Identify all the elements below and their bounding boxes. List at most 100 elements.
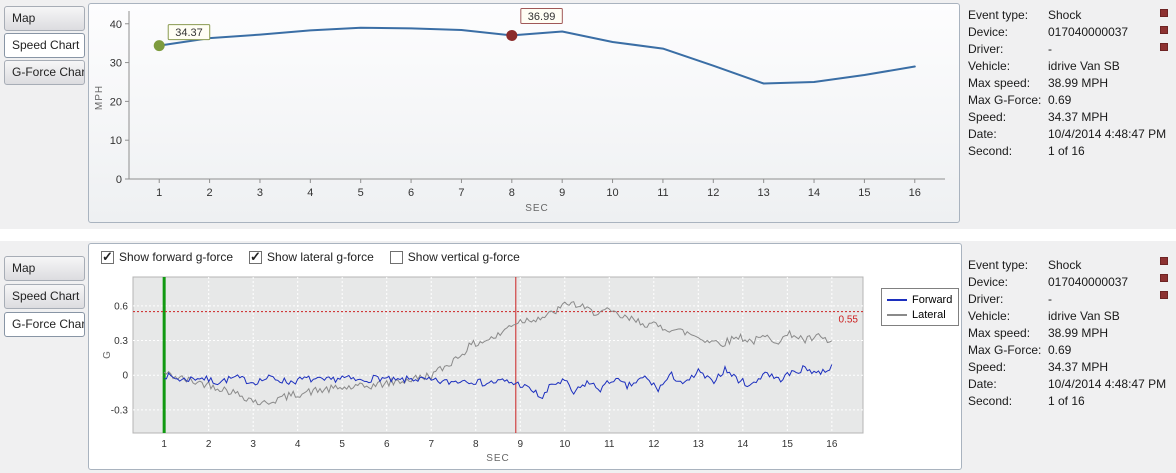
info-value: 34.37 MPH bbox=[1048, 110, 1109, 124]
red-marker-icon bbox=[1160, 43, 1168, 51]
svg-text:8: 8 bbox=[473, 439, 479, 450]
info-label: Max speed: bbox=[968, 326, 1031, 340]
info-label: Second: bbox=[968, 144, 1013, 158]
checkbox-show-lateral[interactable]: Show lateral g-force bbox=[249, 249, 374, 265]
info-row: Vehicle: idrive Van SB bbox=[968, 58, 1166, 75]
info-row: Event type: Shock bbox=[968, 7, 1166, 24]
svg-text:16: 16 bbox=[826, 439, 838, 450]
info-label: Event type: bbox=[968, 8, 1029, 22]
svg-text:5: 5 bbox=[339, 439, 345, 450]
svg-text:11: 11 bbox=[604, 439, 615, 450]
info-value: 38.99 MPH bbox=[1048, 326, 1109, 340]
svg-text:14: 14 bbox=[808, 187, 820, 199]
red-marker-icon bbox=[1160, 26, 1168, 34]
info-value: 10/4/2014 4:48:47 PM bbox=[1048, 377, 1167, 391]
info-label: Vehicle: bbox=[968, 309, 1011, 323]
checkbox-icon[interactable] bbox=[389, 250, 403, 264]
info-value: 0.69 bbox=[1048, 93, 1072, 107]
checkbox-icon[interactable] bbox=[101, 249, 114, 265]
info-value: 017040000037 bbox=[1048, 275, 1129, 289]
info-row: Second: 1 of 16 bbox=[968, 143, 1166, 160]
gforce-panel: Map Speed Chart G-Force Chart Show forwa… bbox=[0, 241, 1176, 473]
svg-text:SEC: SEC bbox=[486, 453, 510, 464]
svg-text:SEC: SEC bbox=[525, 203, 549, 214]
legend-label: Lateral bbox=[912, 308, 946, 321]
info-value: - bbox=[1048, 42, 1052, 56]
checkbox-icon[interactable] bbox=[249, 249, 263, 265]
checkbox-show-forward[interactable]: Show forward g-force bbox=[101, 249, 234, 265]
checkbox-label[interactable]: Show lateral g-force bbox=[267, 250, 374, 264]
speed-panel: Map Speed Chart G-Force Chart 0 10 20 30 40 1… bbox=[0, 0, 1176, 229]
tab-speed-chart[interactable]: Speed Chart bbox=[4, 284, 85, 309]
svg-text:30: 30 bbox=[110, 58, 122, 70]
svg-text:10: 10 bbox=[606, 187, 618, 199]
checkbox-show-vertical[interactable]: Show vertical g-force bbox=[389, 250, 520, 264]
info-label: Speed: bbox=[968, 110, 1007, 124]
info-label: Max G-Force: bbox=[968, 343, 1042, 357]
info-row: Speed: 34.37 MPH bbox=[968, 109, 1166, 126]
info-value: 34.37 MPH bbox=[1048, 360, 1109, 374]
tab-speed-chart[interactable]: Speed Chart bbox=[4, 33, 85, 58]
svg-text:2: 2 bbox=[207, 187, 213, 199]
svg-text:0.3: 0.3 bbox=[114, 336, 128, 347]
info-value: Shock bbox=[1048, 8, 1082, 22]
info-row: Max G-Force: 0.69 bbox=[968, 342, 1166, 359]
gforce-chart-box: Show forward g-force Show lateral g-forc… bbox=[88, 243, 962, 470]
info-row: Device: 017040000037 bbox=[968, 274, 1166, 291]
info-label: Max G-Force: bbox=[968, 93, 1042, 107]
info-label: Device: bbox=[968, 275, 1009, 289]
svg-text:16: 16 bbox=[909, 187, 921, 199]
svg-text:11: 11 bbox=[657, 187, 668, 199]
svg-text:20: 20 bbox=[110, 96, 122, 108]
svg-text:8: 8 bbox=[509, 187, 515, 199]
info-row: Date: 10/4/2014 4:48:47 PM bbox=[968, 126, 1166, 143]
info-row: Device: 017040000037 bbox=[968, 24, 1166, 41]
svg-text:G: G bbox=[102, 351, 113, 359]
info-label: Vehicle: bbox=[968, 59, 1011, 73]
forward-line-icon bbox=[887, 298, 907, 301]
legend-label: Forward bbox=[912, 293, 953, 306]
svg-text:7: 7 bbox=[458, 187, 464, 199]
info-value: idrive Van SB bbox=[1048, 59, 1120, 73]
svg-text:4: 4 bbox=[307, 187, 313, 199]
info-label: Date: bbox=[968, 377, 997, 391]
info-value: 0.69 bbox=[1048, 343, 1072, 357]
svg-text:MPH: MPH bbox=[94, 85, 105, 110]
info-label: Device: bbox=[968, 25, 1009, 39]
info-value: idrive Van SB bbox=[1048, 309, 1120, 323]
red-marker-icon bbox=[1160, 9, 1168, 17]
event-info-panel: Event type: Shock Device: 017040000037 Dri… bbox=[968, 257, 1166, 410]
svg-text:6: 6 bbox=[408, 187, 414, 199]
speed-chart-box: 0 10 20 30 40 1 2 3 4 5 6 7 8 9 10 11 12 13 14 15 16 SEC MPH 34… bbox=[88, 3, 960, 223]
svg-text:10: 10 bbox=[110, 135, 122, 147]
info-value: - bbox=[1048, 292, 1052, 306]
info-row: Max speed: 38.99 MPH bbox=[968, 325, 1166, 342]
svg-text:6: 6 bbox=[384, 439, 390, 450]
svg-text:15: 15 bbox=[782, 439, 794, 450]
info-row: Vehicle: idrive Van SB bbox=[968, 308, 1166, 325]
gforce-chart-canvas[interactable]: -0.300.30.60.551 2 3 4 5 6 7 8 9 10 11 12 13 14 15 16SE… bbox=[97, 271, 877, 465]
info-row: Max speed: 38.99 MPH bbox=[968, 75, 1166, 92]
info-value: 1 of 16 bbox=[1048, 144, 1085, 158]
info-label: Event type: bbox=[968, 258, 1029, 272]
tab-gforce-chart[interactable]: G-Force Chart bbox=[4, 60, 85, 85]
tab-map[interactable]: Map bbox=[4, 6, 85, 31]
info-row: Date: 10/4/2014 4:48:47 PM bbox=[968, 376, 1166, 393]
svg-text:0.55: 0.55 bbox=[839, 315, 859, 326]
info-value: 10/4/2014 4:48:47 PM bbox=[1048, 127, 1167, 141]
red-marker-icon bbox=[1160, 257, 1168, 265]
info-label: Max speed: bbox=[968, 76, 1031, 90]
svg-text:3: 3 bbox=[250, 439, 256, 450]
tab-gforce-chart[interactable]: G-Force Chart bbox=[4, 312, 85, 337]
red-marker-icon bbox=[1160, 291, 1168, 299]
svg-text:5: 5 bbox=[358, 187, 364, 199]
svg-text:3: 3 bbox=[257, 187, 263, 199]
svg-text:12: 12 bbox=[707, 187, 719, 199]
checkbox-label[interactable]: Show forward g-force bbox=[119, 250, 234, 264]
tab-map[interactable]: Map bbox=[4, 256, 85, 281]
svg-text:1: 1 bbox=[161, 439, 167, 450]
svg-text:9: 9 bbox=[517, 439, 523, 450]
info-label: Date: bbox=[968, 127, 997, 141]
checkbox-label[interactable]: Show vertical g-force bbox=[407, 250, 520, 264]
